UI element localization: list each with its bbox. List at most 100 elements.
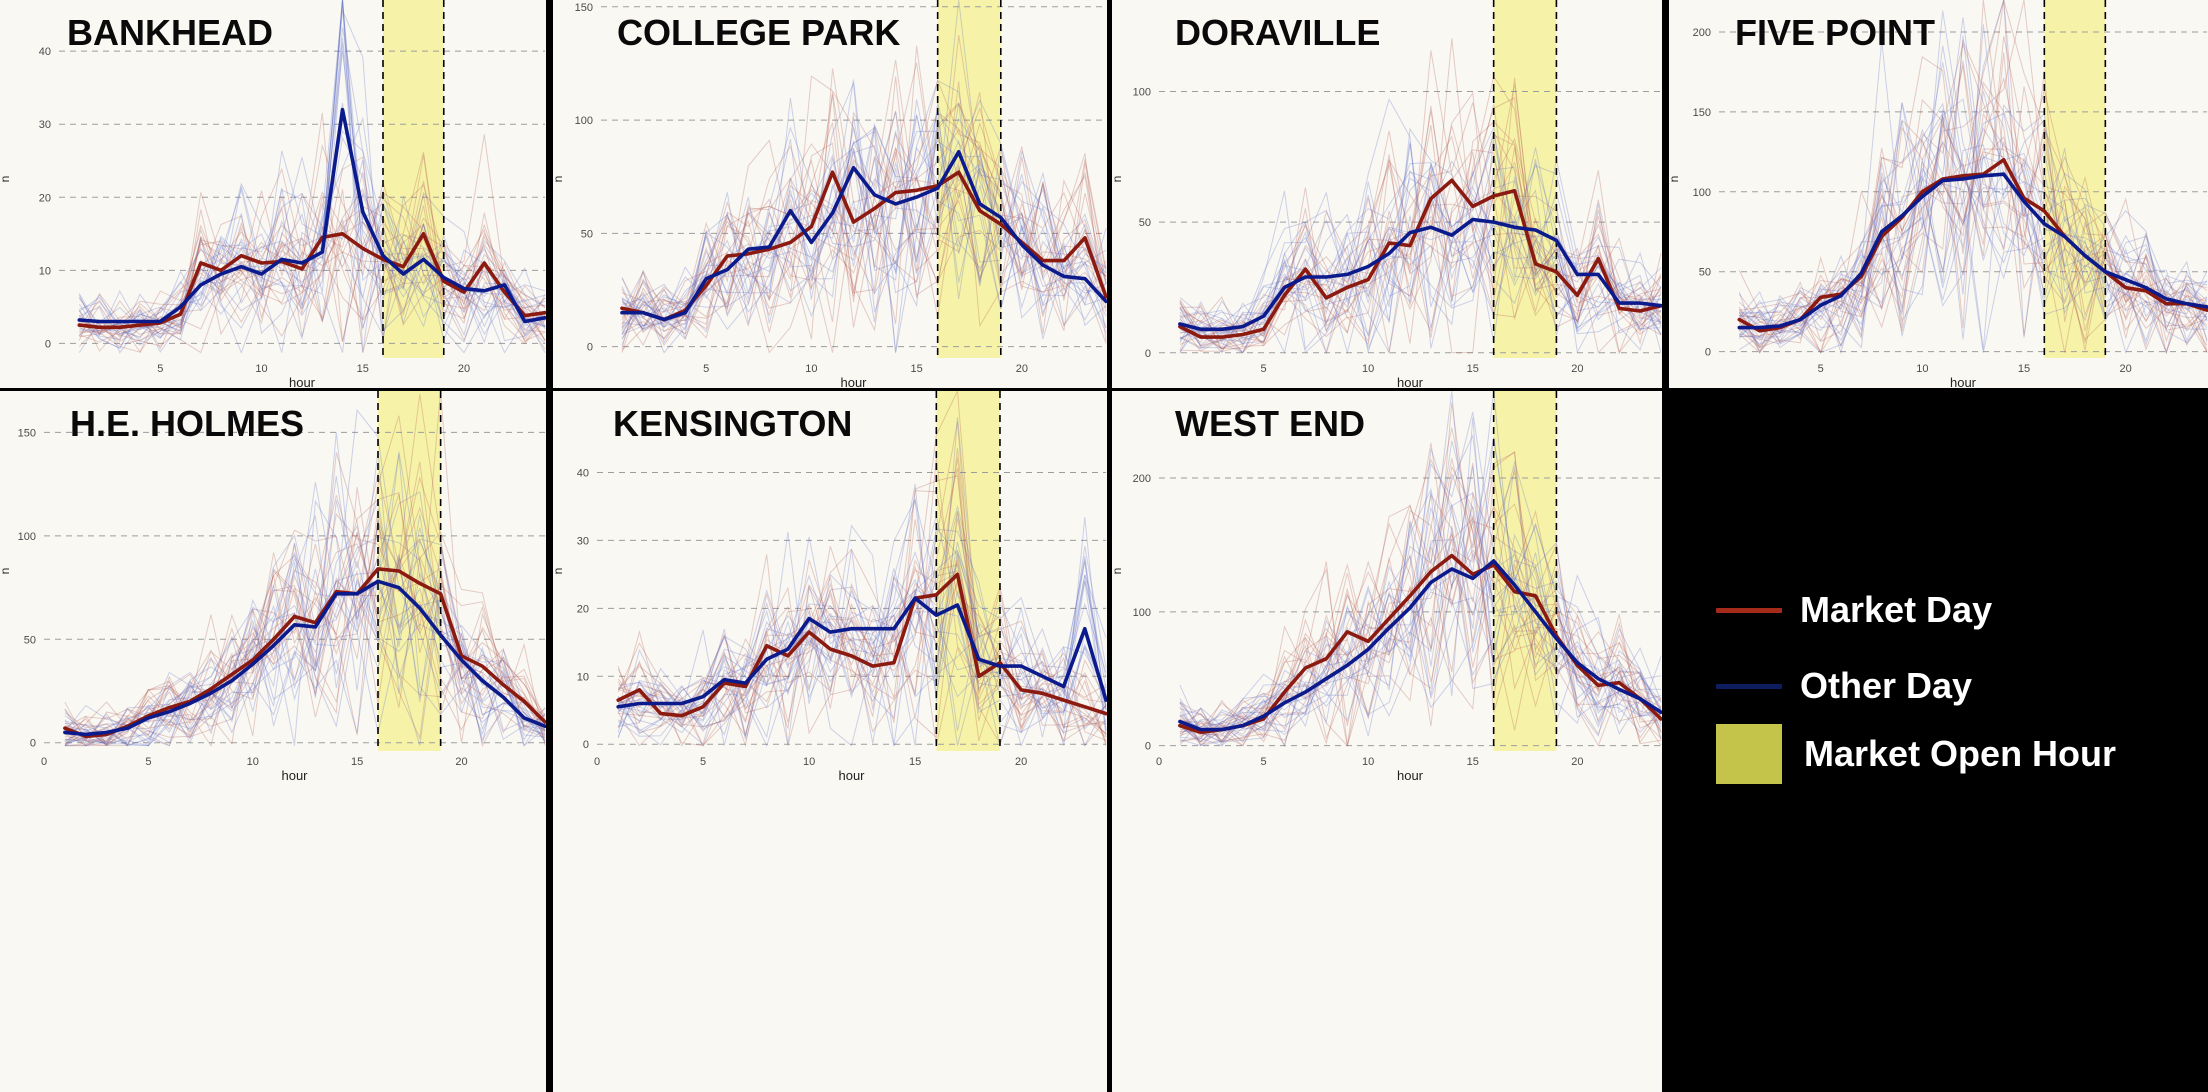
x-axis-label: hour xyxy=(840,375,867,388)
data-point-other-day xyxy=(63,731,67,734)
data-point-market-day xyxy=(999,223,1002,226)
faint-day-line xyxy=(1179,473,1662,742)
data-point-other-day xyxy=(1019,664,1023,668)
y-axis-label: n xyxy=(1669,176,1681,183)
data-point-other-day xyxy=(84,733,87,736)
data-point-other-day xyxy=(1104,300,1107,303)
data-point-other-day xyxy=(209,691,213,695)
x-axis-label: hour xyxy=(289,375,316,388)
data-point-market-day xyxy=(978,209,981,212)
data-point-other-day xyxy=(1534,228,1537,232)
data-point-other-day xyxy=(1083,277,1087,280)
data-point-other-day xyxy=(126,727,129,730)
faint-day-line xyxy=(64,559,546,747)
panel-title-five-point: FIVE POINT xyxy=(1735,12,1935,53)
data-point-other-day xyxy=(1638,301,1642,305)
data-point-other-day xyxy=(873,193,876,197)
y-tick-label: 20 xyxy=(577,603,589,615)
y-axis-label: n xyxy=(553,568,565,575)
faint-day-line xyxy=(64,513,546,745)
faint-day-line xyxy=(617,526,1107,746)
x-tick-label: 10 xyxy=(1362,756,1374,768)
panel-background xyxy=(1112,0,1662,388)
faint-day-line xyxy=(64,498,546,746)
data-point-other-day xyxy=(2063,235,2066,238)
faint-day-line xyxy=(78,0,546,354)
data-point-other-day xyxy=(1041,675,1044,678)
y-tick-label: 30 xyxy=(577,535,589,547)
faint-day-line xyxy=(1739,65,2208,355)
data-point-market-day xyxy=(1041,692,1044,695)
faint-day-line xyxy=(617,528,1107,740)
y-tick-label: 10 xyxy=(577,671,589,683)
chart-panel-kensington: 0 10 20 30 40 0 5 10 15 20 hour n KENSINGTON xyxy=(553,391,1107,1092)
data-point-market-day xyxy=(894,191,897,194)
faint-day-line xyxy=(1179,75,1662,354)
data-point-other-day xyxy=(999,216,1002,219)
data-point-other-day xyxy=(1283,701,1286,705)
data-point-other-day xyxy=(422,258,425,261)
data-point-other-day xyxy=(1799,318,1802,321)
faint-day-line xyxy=(1179,110,1662,353)
x-tick-label: 15 xyxy=(1467,363,1479,375)
x-tick-label: 20 xyxy=(455,756,467,768)
faint-day-line xyxy=(1179,402,1662,747)
faint-day-line xyxy=(1179,517,1662,736)
y-tick-label: 50 xyxy=(1139,217,1151,229)
data-point-other-day xyxy=(280,258,283,261)
faint-day-line xyxy=(64,526,546,742)
data-point-market-day xyxy=(1083,705,1086,709)
data-point-other-day xyxy=(1597,677,1600,680)
faint-day-line xyxy=(1738,39,2208,354)
data-point-other-day xyxy=(1778,324,1782,328)
data-point-other-day xyxy=(1178,322,1182,326)
data-point-market-day xyxy=(852,220,855,224)
y-tick-label: 10 xyxy=(39,265,51,277)
faint-day-line xyxy=(617,484,1107,747)
data-point-other-day xyxy=(481,679,484,682)
y-tick-label: 50 xyxy=(581,228,593,240)
data-point-market-day xyxy=(523,314,526,317)
data-point-market-day xyxy=(1408,594,1412,597)
data-point-market-day xyxy=(230,673,234,676)
series-line-other-day xyxy=(63,579,546,737)
x-tick-label: 5 xyxy=(1261,756,1267,768)
faint-day-line xyxy=(1179,102,1662,343)
chart-panel-five-point: 0 50 100 150 200 5 10 15 20 hour n FIVE POINT xyxy=(1669,0,2208,388)
faint-day-line xyxy=(1179,451,1662,745)
data-point-other-day xyxy=(1346,664,1349,667)
panel-title-h-e-holmes: H.E. HOLMES xyxy=(70,403,304,444)
data-point-market-day xyxy=(1638,309,1642,313)
data-point-market-day xyxy=(998,661,1002,664)
data-point-market-day xyxy=(1178,724,1182,727)
data-point-market-day xyxy=(850,654,853,658)
data-point-other-day xyxy=(502,696,505,699)
faint-day-line xyxy=(617,551,1107,745)
faint-day-line xyxy=(1179,460,1662,732)
data-point-market-day xyxy=(179,312,182,316)
data-point-other-day xyxy=(460,658,463,662)
data-point-other-day xyxy=(1366,265,1370,268)
x-tick-label: 0 xyxy=(41,756,47,768)
faint-day-line xyxy=(617,519,1107,747)
series-line-other-day xyxy=(1178,559,1662,732)
y-tick-label: 150 xyxy=(1693,107,1711,119)
data-point-other-day xyxy=(1860,272,1863,275)
faint-day-line xyxy=(621,79,1107,331)
data-point-other-day xyxy=(620,311,624,314)
data-point-other-day xyxy=(1041,263,1045,267)
data-point-other-day xyxy=(199,283,202,287)
faint-day-line xyxy=(1738,42,2208,349)
data-point-other-day xyxy=(936,186,939,190)
data-point-market-day xyxy=(439,592,442,595)
data-point-market-day xyxy=(293,615,296,618)
data-point-other-day xyxy=(831,211,834,215)
data-point-other-day xyxy=(956,603,959,607)
data-point-other-day xyxy=(439,633,442,637)
faint-day-line xyxy=(1179,84,1662,350)
data-point-other-day xyxy=(1262,314,1265,318)
faint-day-line xyxy=(621,112,1107,335)
chart-panel-west-end: 0 100 200 0 5 10 15 20 hour n WEST END xyxy=(1112,391,1662,1092)
faint-day-line xyxy=(79,184,546,353)
y-tick-label: 0 xyxy=(30,738,36,750)
